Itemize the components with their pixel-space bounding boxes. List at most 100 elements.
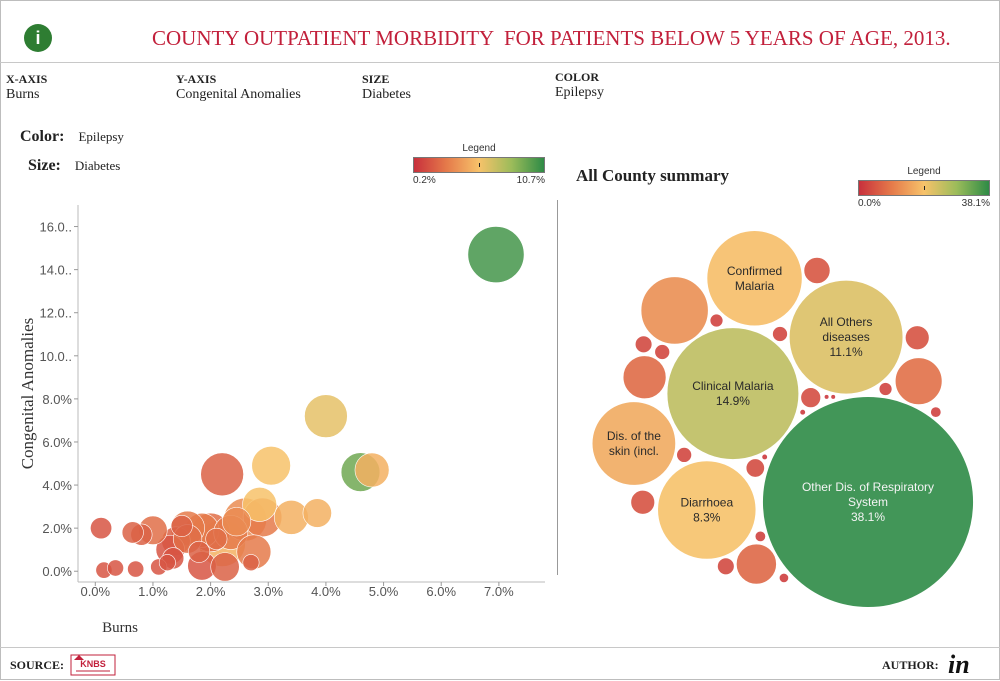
bubble [761,453,769,461]
bubble [735,543,778,585]
bubble [706,230,803,327]
y-axis-title: Congenital Anomalies [18,318,37,470]
bubble [634,335,653,354]
scatter-point [273,500,309,535]
knbs-logo-text: KNBS [80,659,106,669]
bubble-label: System [848,495,888,509]
y-axis-key: Y-AXIS [176,72,217,86]
y-tick-label: 6.0% [42,435,72,450]
bubble [709,313,724,328]
scatter-point [170,514,193,537]
bubble-label: Malaria [735,279,775,293]
bubble [799,408,807,416]
bubble-label: Confirmed [727,264,782,278]
bubble-label: skin (incl. [609,444,659,458]
scatter-point [242,554,260,572]
bubble [904,325,930,351]
bubble [800,387,822,409]
color-mark-label: Color: Epilepsy [20,128,124,146]
x-axis-key: X-AXIS [6,72,48,86]
source-label: SOURCE: [10,658,65,672]
size-key: SIZE [362,72,390,86]
bubble-label: Diarrhoea [680,495,733,509]
y-tick-label: 2.0% [42,521,72,536]
linkedin-icon[interactable]: in [948,650,970,679]
x-tick-label: 7.0% [484,584,514,599]
bubble-label: Other Dis. of Respiratory [802,480,934,494]
color-info: COLOR Epilepsy [555,70,604,101]
info-icon[interactable]: i [24,24,52,52]
bubble-label: 14.9% [716,394,750,408]
y-tick-label: 12.0.. [39,306,72,321]
bubble [745,458,766,478]
scatter-point [205,527,228,550]
bubble [676,446,693,464]
size-info: SIZE Diabetes [362,72,411,103]
scatter-legend-max: 10.7% [516,175,545,186]
color-mark-key: Color: [20,128,65,145]
bubble [640,276,709,345]
scatter-point [304,394,348,438]
summary-legend-title: Legend [907,166,941,177]
author-label: AUTHOR: [882,658,939,672]
bubble [771,325,789,343]
scatter-point [90,517,113,540]
page-title: COUNTY OUTPATIENT MORBIDITY FOR PATIENTS… [152,26,951,50]
bubble [761,395,975,609]
scatter-point [127,560,145,578]
header-bar: i COUNTY OUTPATIENT MORBIDITY FOR PATIEN… [0,0,1000,63]
scatter-point [200,452,244,497]
bubble-label: All Others [820,315,873,329]
x-axis-value: Burns [6,87,40,102]
scatter-point [221,507,252,537]
bubble [657,460,757,560]
scatter-color-legend: Legend 0.2% 10.7% [413,143,545,186]
color-mark-value: Epilepsy [78,129,124,144]
summary-legend-tick [924,186,925,190]
bubble [654,343,671,361]
color-value: Epilepsy [555,85,604,100]
scatter-legend-min: 0.2% [413,175,436,186]
bubble [591,401,677,486]
bubble [830,393,837,400]
scatter-point [354,452,390,488]
size-mark-label: Size: Diabetes [28,157,120,175]
bubble [716,557,735,576]
x-tick-label: 5.0% [369,584,399,599]
bubble-label: 38.1% [851,510,885,524]
size-mark-key: Size: [28,157,61,174]
bubble-label: Clinical Malaria [692,379,774,393]
scatter-point [121,521,144,544]
y-tick-label: 8.0% [42,392,72,407]
scatter-point [158,554,176,572]
size-mark-value: Diabetes [74,158,121,173]
x-tick-label: 6.0% [426,584,456,599]
bubble [778,572,790,584]
x-tick-label: 2.0% [196,584,226,599]
bubble [788,279,904,395]
bubble-label: 11.1% [830,345,863,359]
bubble [878,381,893,397]
bubble [929,406,942,419]
x-tick-label: 0.0% [80,584,110,599]
bubble [823,393,830,400]
scatter-point [467,226,525,283]
y-tick-label: 16.0.. [39,220,72,235]
y-tick-label: 14.0.. [39,263,72,278]
scatter-point [210,552,240,582]
scatter-point [242,487,277,522]
footer-bar: SOURCE: KNBS AUTHOR: in [0,647,1000,681]
y-axis-info: Y-AXIS Congenital Anomalies [176,72,301,103]
bubble-label: Dis. of the [607,429,661,443]
y-tick-label: 0.0% [42,564,72,579]
summary-title: All County summary [576,166,730,185]
bubble [622,355,667,400]
scatter-point [302,498,332,528]
size-value: Diabetes [362,87,411,102]
summary-color-legend: Legend 0.0% 38.1% [858,166,990,209]
scatter-point [107,559,124,577]
x-tick-label: 4.0% [311,584,341,599]
y-tick-label: 4.0% [42,478,72,493]
y-tick-label: 10.0.. [39,349,72,364]
knbs-logo[interactable]: KNBS [70,654,116,676]
